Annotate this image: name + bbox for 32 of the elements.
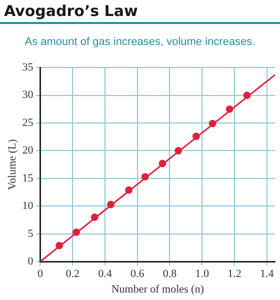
point: [72, 228, 80, 236]
y-tick-label: 35: [22, 61, 34, 74]
chart-title: Avogadro’s Law: [4, 2, 138, 20]
point: [192, 132, 200, 140]
y-tick-label: 10: [22, 200, 34, 212]
x-tick-label: 0.8: [162, 268, 178, 280]
point: [90, 214, 98, 221]
y-tick-label: 30: [22, 89, 34, 102]
point: [174, 147, 182, 154]
x-tick-label: 0.4: [98, 268, 112, 280]
x-tick-label: 1.2: [228, 268, 242, 280]
y-axis-title: Volume (L): [6, 138, 18, 190]
point: [125, 186, 132, 194]
x-tick-label: 1.0: [195, 268, 210, 280]
y-tick-label: 20: [22, 144, 34, 157]
chart-subtitle: As amount of gas increases, volume increases.: [24, 36, 256, 48]
x-tick-label: 0.6: [130, 268, 145, 280]
point: [107, 200, 114, 208]
y-tick-label: 15: [22, 172, 34, 184]
point: [158, 160, 166, 168]
x-tick-label: 0.2: [66, 268, 80, 280]
y-tick-label: 25: [22, 116, 34, 129]
point: [208, 120, 216, 128]
point: [141, 173, 149, 180]
y-tick-label: 0: [28, 255, 34, 268]
x-tick-label: 0: [37, 268, 44, 280]
x-axis-title: Number of moles (n): [111, 283, 204, 296]
point: [56, 242, 64, 250]
point: [226, 105, 234, 113]
x-tick-label: 1.4: [260, 268, 274, 280]
point: [243, 92, 251, 100]
y-tick-label: 5: [28, 228, 34, 240]
